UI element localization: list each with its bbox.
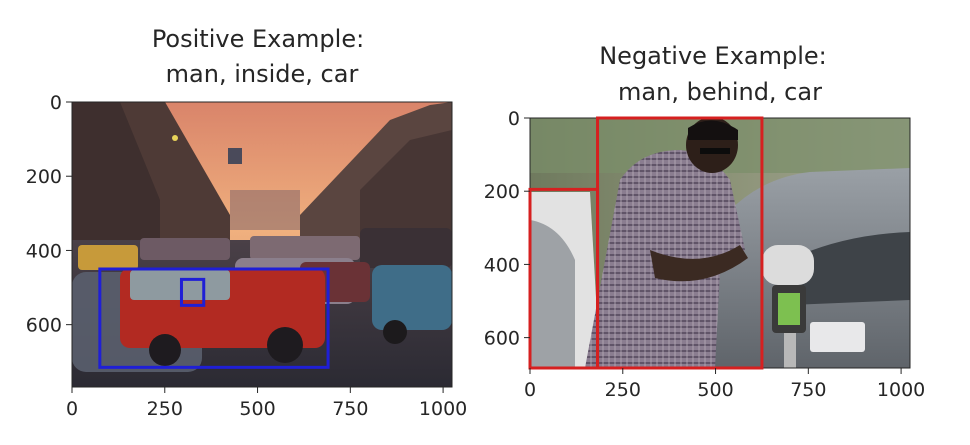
- x-tick-label: 250: [605, 379, 641, 401]
- x-tick-label: 0: [66, 398, 78, 420]
- panel-positive: Positive Example: man, inside, car: [26, 25, 468, 420]
- y-tick-label: 600: [26, 315, 62, 337]
- y-tick-label: 200: [484, 181, 520, 203]
- bounding-box: [179, 277, 206, 307]
- bounding-box: [528, 187, 600, 370]
- panel-title-line1: Positive Example:: [152, 25, 364, 53]
- x-tick-label: 500: [697, 379, 733, 401]
- x-tick-label: 250: [147, 398, 183, 420]
- x-tick-label: 500: [239, 398, 275, 420]
- street-scene-image: [72, 102, 452, 387]
- y-axis-ticks: 0 200 400 600: [26, 92, 72, 337]
- bounding-boxes: [98, 267, 330, 369]
- man-and-car-image: [530, 118, 910, 368]
- y-tick-label: 0: [508, 108, 520, 130]
- x-tick-label: 1000: [419, 398, 467, 420]
- bounding-boxes: [528, 116, 764, 370]
- x-axis-ticks: 0 250 500 750 1000: [66, 387, 467, 420]
- y-axis-ticks: 0 200 400 600: [484, 108, 530, 350]
- y-tick-label: 0: [50, 92, 62, 114]
- x-tick-label: 0: [524, 379, 536, 401]
- panel-title-line2: man, inside, car: [166, 60, 359, 88]
- y-tick-label: 400: [26, 240, 62, 262]
- axes-frame: [71, 101, 453, 388]
- panel-negative: Negative Example: man, behind, car: [484, 42, 926, 401]
- y-tick-label: 200: [26, 166, 62, 188]
- y-tick-label: 400: [484, 254, 520, 276]
- panel-title-line1: Negative Example:: [599, 42, 827, 70]
- bounding-box: [98, 267, 330, 369]
- panel-title-line2: man, behind, car: [618, 78, 822, 106]
- x-tick-label: 750: [332, 398, 368, 420]
- x-axis-ticks: 0 250 500 750 1000: [524, 368, 925, 401]
- x-tick-label: 750: [790, 379, 826, 401]
- y-tick-label: 600: [484, 328, 520, 350]
- x-tick-label: 1000: [877, 379, 925, 401]
